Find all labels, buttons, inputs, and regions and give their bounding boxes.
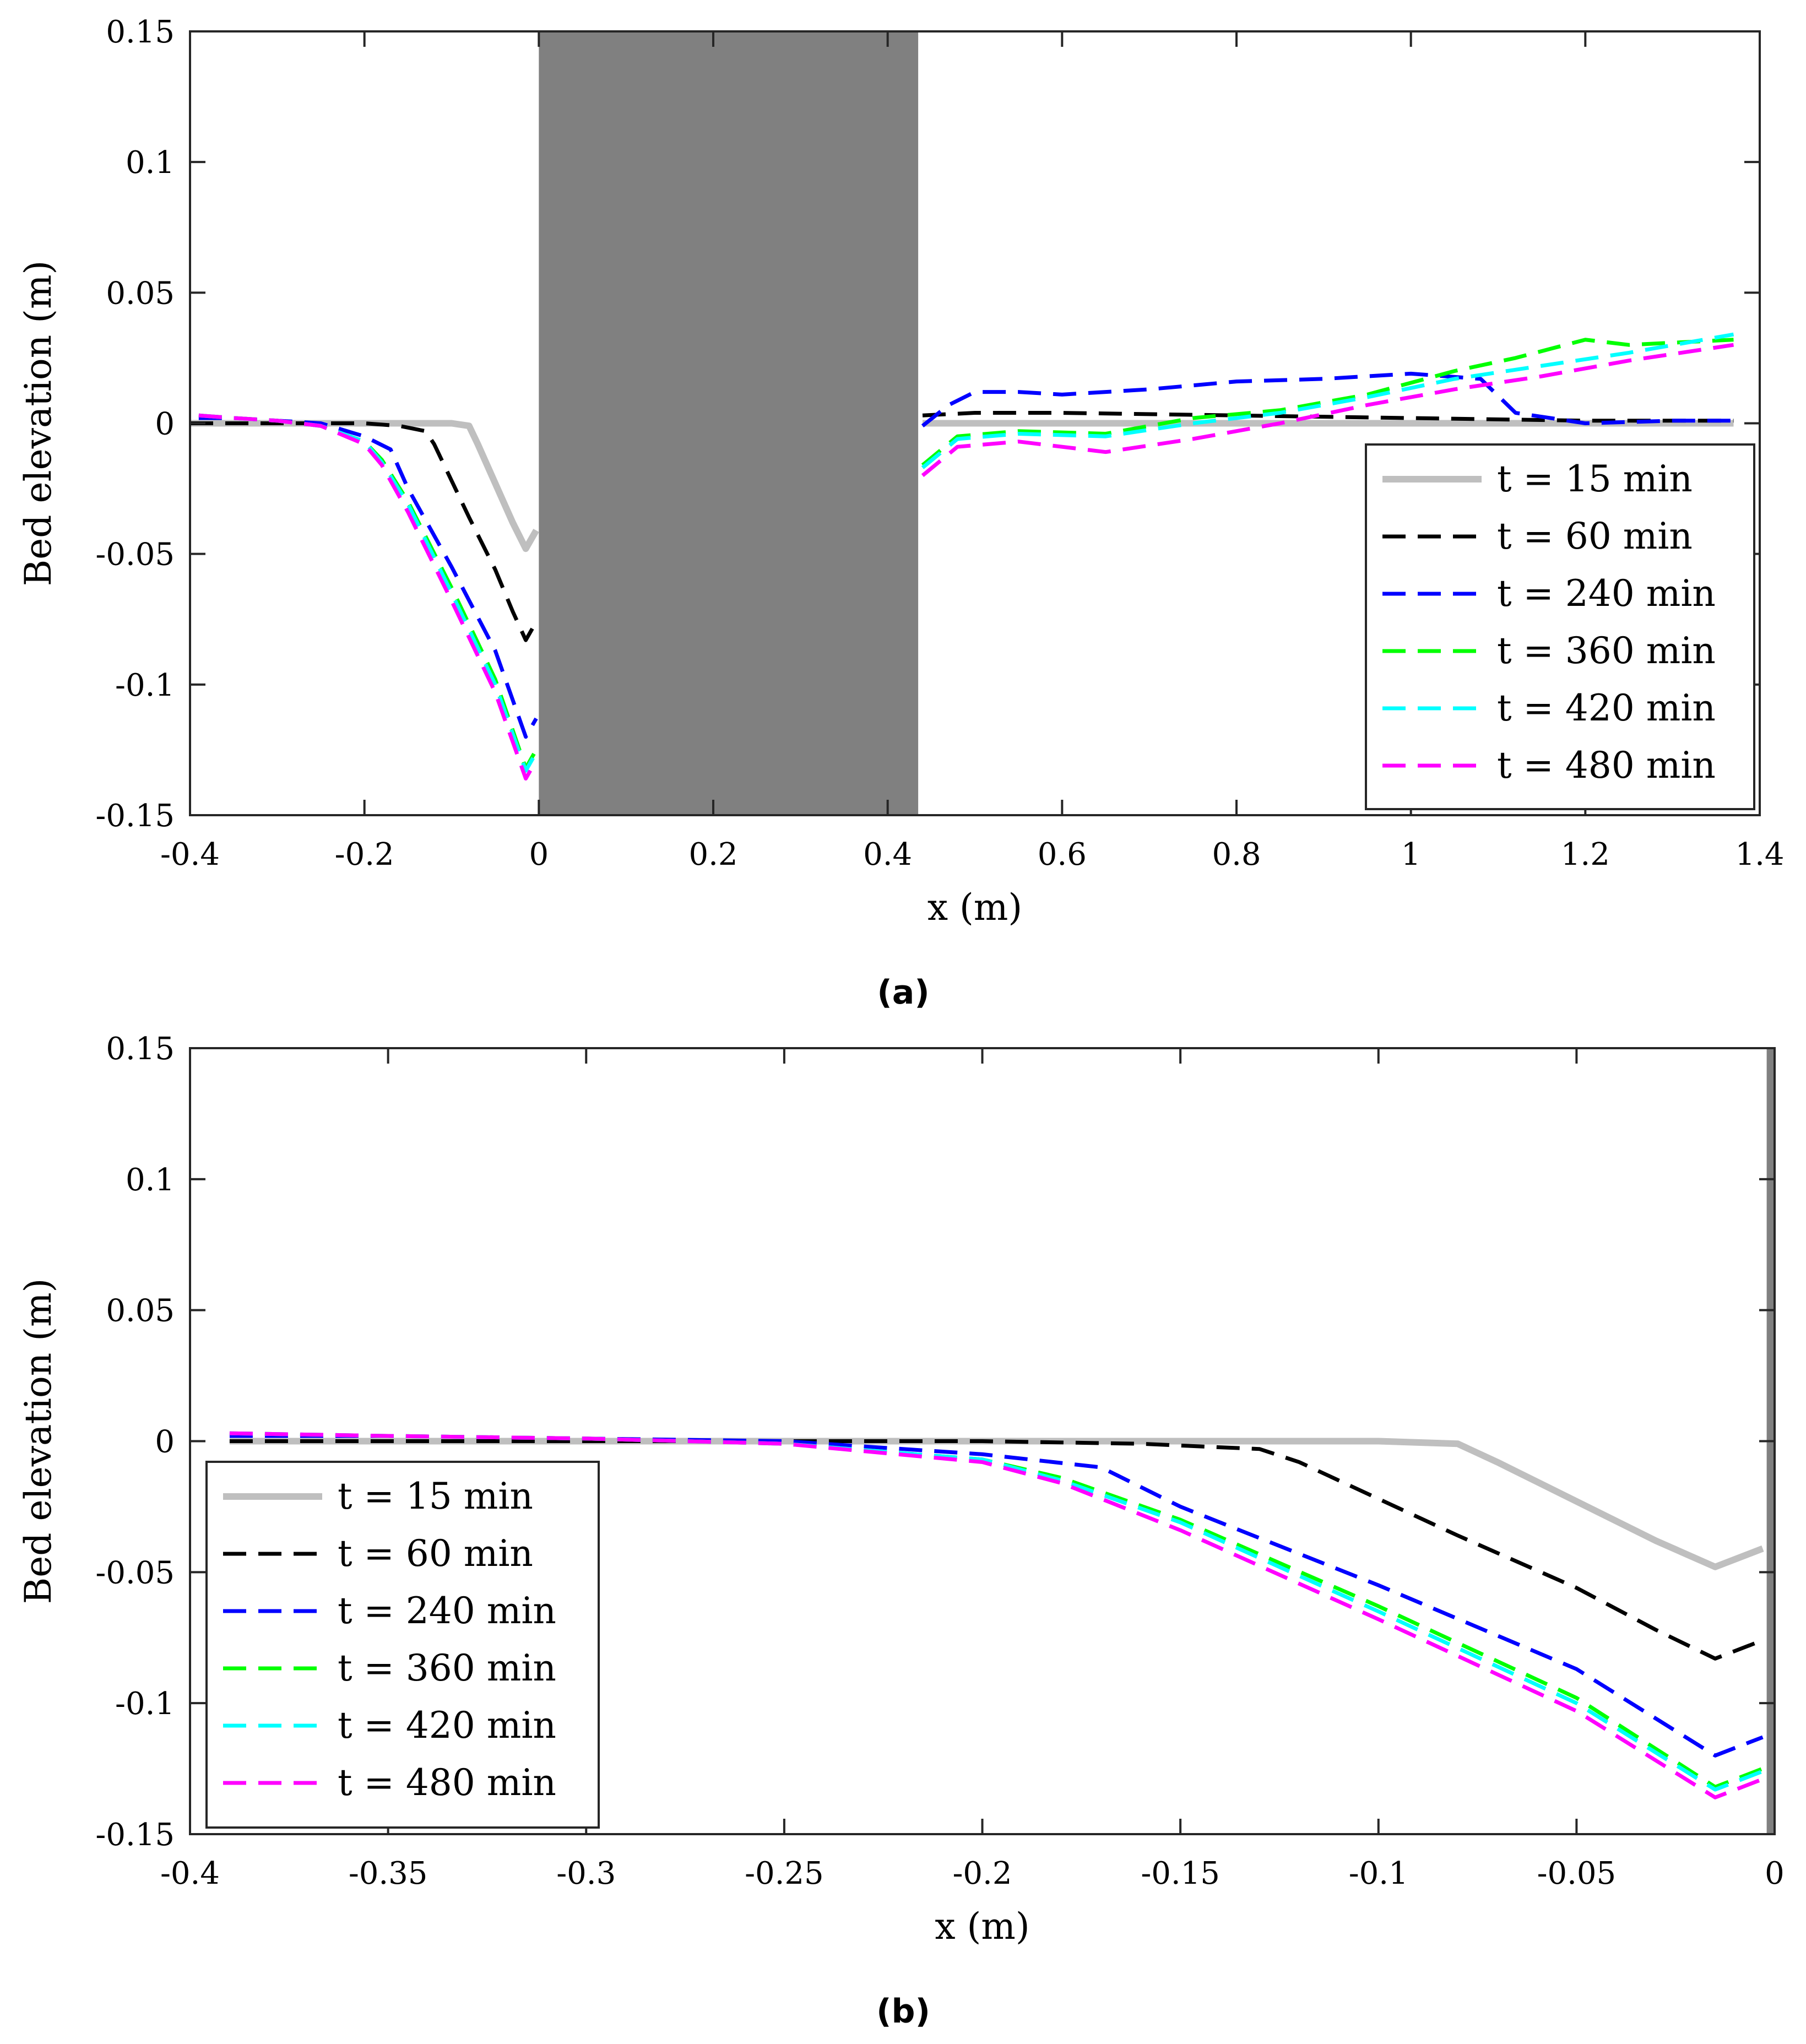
legend-label: t = 360 min xyxy=(338,1647,556,1689)
series-lines xyxy=(190,332,1734,781)
x-axis-label: x (m) xyxy=(928,886,1022,929)
x-tick-label: 0.4 xyxy=(863,837,912,872)
y-tick-label: -0.15 xyxy=(95,798,175,834)
series-line-6 xyxy=(229,1431,1764,1799)
legend: t = 15 min t = 60 min t = 240 min t = 360 m… xyxy=(205,1461,600,1829)
x-tick-label: -0.3 xyxy=(556,1856,616,1891)
series-line-2-downstream xyxy=(922,411,1734,423)
figure-caption: (a) xyxy=(877,973,929,1012)
series-line-4-downstream xyxy=(921,338,1734,467)
obstacle-block xyxy=(539,31,919,815)
legend-label: t = 480 min xyxy=(1497,744,1716,787)
legend-label: t = 420 min xyxy=(1497,687,1716,729)
x-tick-label: -0.35 xyxy=(349,1856,428,1891)
y-tick-label: 0.1 xyxy=(126,1162,175,1198)
x-tick-label: 1 xyxy=(1401,837,1421,872)
x-tick-label: -0.15 xyxy=(1141,1856,1220,1891)
series-line-3 xyxy=(198,416,538,739)
legend: t = 15 min t = 60 min t = 240 min t = 360 m… xyxy=(1365,443,1755,810)
y-tick-label: 0.1 xyxy=(126,145,175,181)
x-tick-label: -0.05 xyxy=(1537,1856,1617,1891)
series-line-6-downstream xyxy=(921,343,1734,478)
y-tick-label: 0.15 xyxy=(106,14,175,50)
x-tick-label: -0.1 xyxy=(1349,1856,1408,1891)
chart-a: -0.4 -0.2 0 0.2 0.4 0.6 0.8 1 1.2 1.4 -0.15 -0.1 -0.… xyxy=(17,14,1785,1012)
series-line-3-downstream xyxy=(921,371,1734,427)
legend-box xyxy=(205,1461,600,1829)
y-axis-label: Bed elevation (m) xyxy=(17,261,59,587)
x-tick-label: -0.2 xyxy=(953,1856,1012,1891)
legend-label: t = 60 min xyxy=(1497,515,1693,557)
legend-label: t = 240 min xyxy=(338,1590,556,1632)
y-tick-label: 0 xyxy=(155,406,175,442)
y-tick-label: -0.15 xyxy=(95,1817,175,1853)
series-line-5-downstream xyxy=(921,332,1734,469)
y-tick-label: 0.15 xyxy=(106,1031,175,1067)
series-line-2 xyxy=(229,1439,1764,1661)
x-tick-label: -0.25 xyxy=(745,1856,824,1891)
x-tick-label: 0 xyxy=(1765,1856,1785,1891)
chart-b: -0.4 -0.35 -0.3 -0.25 -0.2 -0.15 -0.1 -0.05 0 -0.… xyxy=(17,1031,1785,2031)
legend-label: t = 240 min xyxy=(1497,572,1716,615)
series-line-2 xyxy=(190,421,538,642)
legend-label: t = 480 min xyxy=(338,1761,556,1804)
legend-label: t = 420 min xyxy=(338,1704,556,1747)
x-tick-label: 1.4 xyxy=(1735,837,1784,872)
y-axis-label: Bed elevation (m) xyxy=(17,1278,59,1604)
x-tick-label: 0.6 xyxy=(1038,837,1087,872)
x-tick-label: -0.4 xyxy=(160,1856,220,1891)
y-tick-label: -0.1 xyxy=(115,1686,175,1722)
legend-box xyxy=(1365,443,1755,810)
figure-caption: (b) xyxy=(876,1992,930,2031)
x-tick-label: -0.4 xyxy=(160,837,220,872)
series-line-6 xyxy=(198,413,538,781)
x-tick-label: 0.8 xyxy=(1212,837,1261,872)
x-axis-label: x (m) xyxy=(935,1905,1029,1948)
legend-label: t = 15 min xyxy=(1497,458,1693,500)
x-tick-label: 0 xyxy=(529,837,549,872)
y-tick-label: -0.1 xyxy=(115,668,175,703)
x-tick-label: -0.2 xyxy=(335,837,394,872)
series-line-1 xyxy=(190,420,539,552)
x-tick-label: 0.2 xyxy=(688,837,737,872)
y-tick-label: 0.05 xyxy=(106,1293,175,1329)
y-tick-label: -0.05 xyxy=(95,537,175,573)
series-lines xyxy=(229,1431,1764,1799)
x-tick-label: 1.2 xyxy=(1561,837,1610,872)
y-tick-label: 0 xyxy=(155,1424,175,1460)
y-tick-label: -0.05 xyxy=(95,1555,175,1591)
y-tick-label: 0.05 xyxy=(106,275,175,311)
series-line-1 xyxy=(229,1438,1764,1570)
legend-label: t = 360 min xyxy=(1497,630,1716,672)
legend-label: t = 60 min xyxy=(338,1532,533,1575)
legend-label: t = 15 min xyxy=(338,1475,533,1517)
